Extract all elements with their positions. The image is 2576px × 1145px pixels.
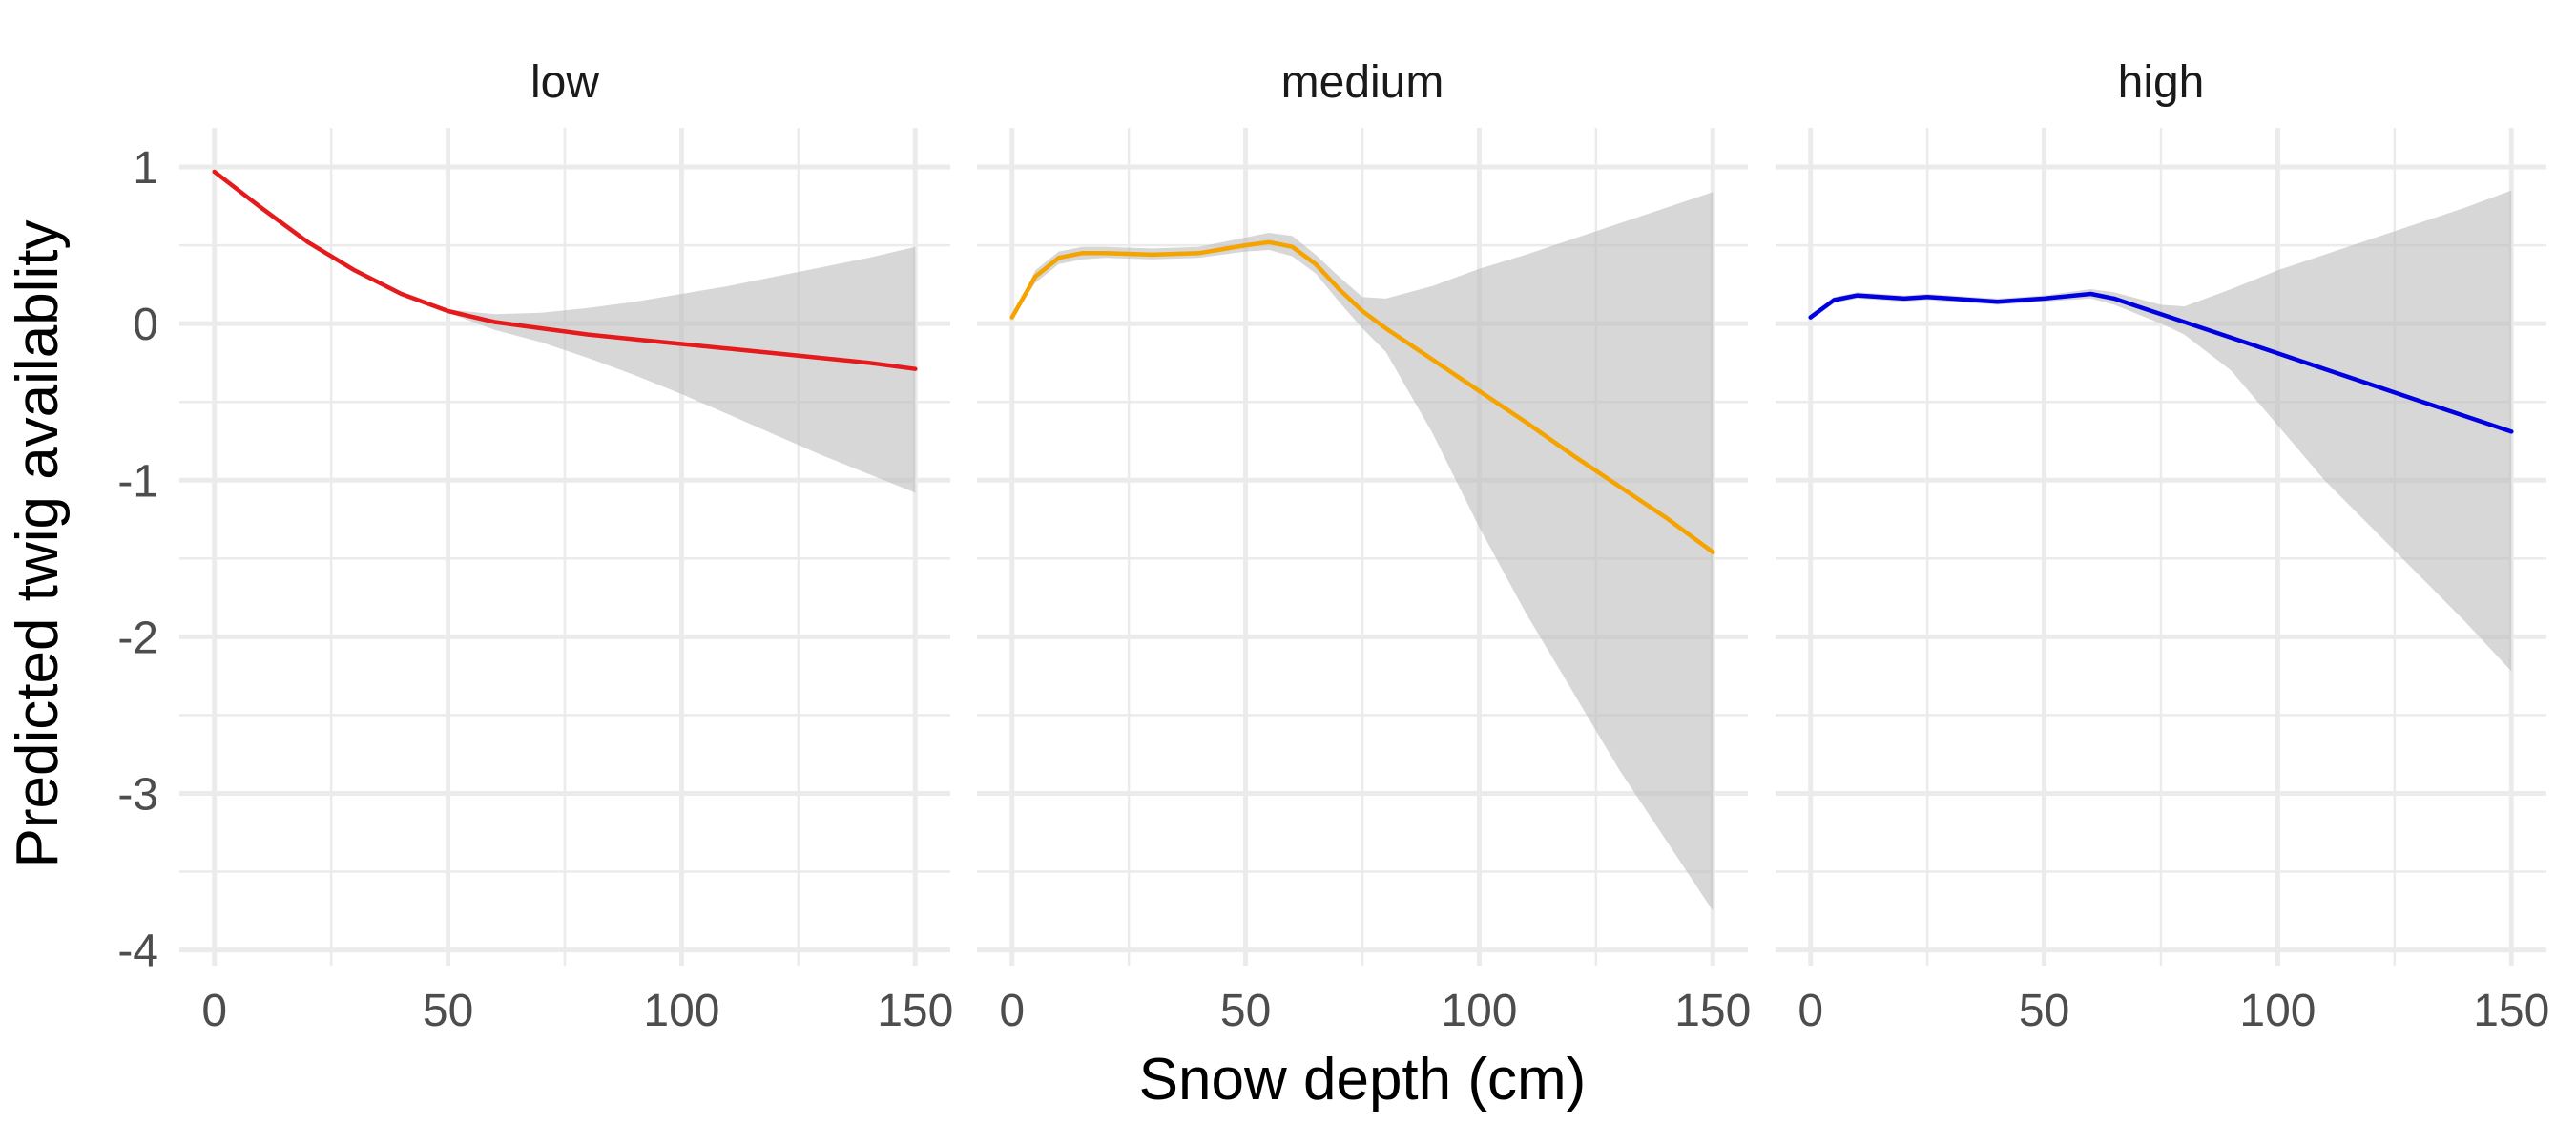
panel-high: high 0 50 100 150 [1776, 57, 2549, 1036]
x-tick-label: 50 [423, 986, 473, 1036]
x-tick-label: 100 [1441, 986, 1517, 1036]
y-tick-label: -4 [117, 926, 158, 977]
fit-line-high [1808, 291, 2514, 434]
x-tick-label: 50 [2019, 986, 2069, 1036]
facet-label-low: low [530, 57, 599, 108]
y-axis-title: Predicted twig availablity [5, 220, 71, 868]
x-tick-label: 0 [1797, 986, 1823, 1036]
panel-low: low 0 50 100 150 1 0 -1 -2 -3 -4 [117, 57, 953, 1036]
y-tick-label: 0 [133, 300, 158, 350]
facet-label-medium: medium [1281, 57, 1444, 108]
y-tick-label: 1 [133, 143, 158, 194]
x-tick-label: 100 [2239, 986, 2316, 1036]
x-tick-label: 150 [877, 986, 953, 1036]
panel-medium: medium 0 50 100 150 [977, 57, 1751, 1036]
facet-label-high: high [2118, 57, 2205, 108]
x-axis-title: Snow depth (cm) [1139, 1047, 1587, 1113]
x-tick-label: 0 [999, 986, 1025, 1036]
confidence-band-medium [1011, 192, 1714, 911]
x-tick-label: 150 [1674, 986, 1751, 1036]
y-tick-label: -1 [117, 456, 158, 507]
confidence-band-high [1810, 190, 2512, 672]
y-tick-label: -2 [117, 613, 158, 663]
x-tick-label: 100 [643, 986, 719, 1036]
y-tick-label: -3 [117, 769, 158, 820]
fit-line-medium [1009, 239, 1715, 554]
x-tick-label: 150 [2473, 986, 2549, 1036]
x-tick-label: 0 [201, 986, 227, 1036]
x-tick-label: 50 [1220, 986, 1271, 1036]
fit-line-low [212, 169, 918, 371]
